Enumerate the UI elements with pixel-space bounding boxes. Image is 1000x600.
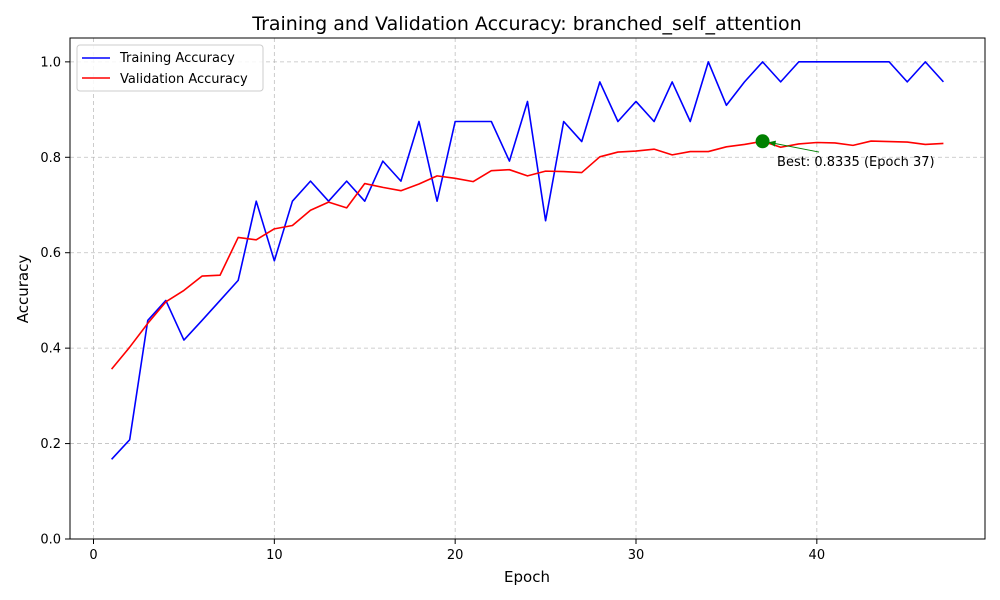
grid xyxy=(70,38,985,540)
legend-box xyxy=(76,44,264,92)
y-tick-label: 0.0 xyxy=(40,533,61,548)
x-tick-label: 0 xyxy=(89,548,97,563)
chart-title: Training and Validation Accuracy: branch… xyxy=(251,13,801,35)
y-tick-label: 0.4 xyxy=(40,342,61,357)
training-accuracy-line xyxy=(111,61,945,460)
best-label: Best: 0.8335 (Epoch 37) xyxy=(777,155,935,170)
x-axis-title: Epoch xyxy=(504,568,550,586)
x-tick-label: 10 xyxy=(266,548,283,563)
best-arrow xyxy=(768,141,820,153)
plot-frame xyxy=(69,37,986,540)
x-tick-label: 30 xyxy=(628,548,645,563)
y-tick-label: 0.2 xyxy=(40,437,61,452)
validation-accuracy-line xyxy=(110,140,944,370)
best-annotation: Best: 0.8335 (Epoch 37) xyxy=(755,134,935,170)
y-axis-title: Accuracy xyxy=(14,255,32,324)
series-lines xyxy=(110,61,945,460)
best-marker xyxy=(755,134,770,149)
legend-label-validation: Validation Accuracy xyxy=(120,72,248,87)
y-tick-label: 0.6 xyxy=(40,246,61,261)
axis-ticks: 0 10 20 30 40 0.0 0.2 0.4 0.6 0.8 1.0 xyxy=(40,55,825,563)
y-tick-label: 1.0 xyxy=(40,55,61,70)
y-tick-label: 0.8 xyxy=(40,151,61,166)
legend-label-training: Training Accuracy xyxy=(119,51,235,66)
legend: Training Accuracy Validation Accuracy xyxy=(76,44,264,92)
x-tick-label: 20 xyxy=(447,548,464,563)
x-tick-label: 40 xyxy=(809,548,826,563)
best-arrowhead xyxy=(768,140,777,147)
